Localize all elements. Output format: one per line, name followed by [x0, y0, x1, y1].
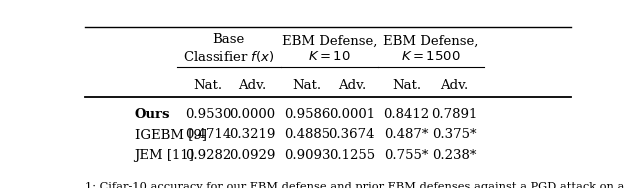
Text: EBM Defense,
$K = 1500$: EBM Defense, $K = 1500$: [383, 35, 479, 63]
Text: Adv.: Adv.: [338, 79, 366, 92]
Text: 0.1255: 0.1255: [329, 149, 375, 161]
Text: 0.238*: 0.238*: [432, 149, 477, 161]
Text: Adv.: Adv.: [239, 79, 267, 92]
Text: 0.4885: 0.4885: [284, 128, 330, 141]
Text: 0.3219: 0.3219: [229, 128, 276, 141]
Text: JEM [11]: JEM [11]: [134, 149, 195, 161]
Text: 0.9282: 0.9282: [185, 149, 231, 161]
Text: EBM Defense,
$K = 10$: EBM Defense, $K = 10$: [282, 35, 377, 63]
Text: 0.0000: 0.0000: [230, 108, 276, 121]
Text: 0.8412: 0.8412: [383, 108, 429, 121]
Text: 0.755*: 0.755*: [384, 149, 429, 161]
Text: 0.0929: 0.0929: [229, 149, 276, 161]
Text: Nat.: Nat.: [193, 79, 223, 92]
Text: Ours: Ours: [134, 108, 170, 121]
Text: Adv.: Adv.: [440, 79, 468, 92]
Text: Base
Classifier $f(x)$: Base Classifier $f(x)$: [183, 33, 275, 64]
Text: IGEBM [9]: IGEBM [9]: [134, 128, 207, 141]
Text: 0.9530: 0.9530: [185, 108, 231, 121]
Text: 0.0001: 0.0001: [329, 108, 375, 121]
Text: 0.375*: 0.375*: [432, 128, 477, 141]
Text: 0.9586: 0.9586: [284, 108, 330, 121]
Text: 0.4714: 0.4714: [185, 128, 231, 141]
Text: 0.7891: 0.7891: [431, 108, 477, 121]
Text: 0.9093: 0.9093: [284, 149, 330, 161]
Text: 0.487*: 0.487*: [384, 128, 429, 141]
Text: 0.3674: 0.3674: [328, 128, 375, 141]
Text: Nat.: Nat.: [392, 79, 421, 92]
Text: 1: Cifar-10 accuracy for our EBM defense and prior EBM defenses against a PGD at: 1: Cifar-10 accuracy for our EBM defense…: [85, 182, 625, 188]
Text: Nat.: Nat.: [292, 79, 322, 92]
